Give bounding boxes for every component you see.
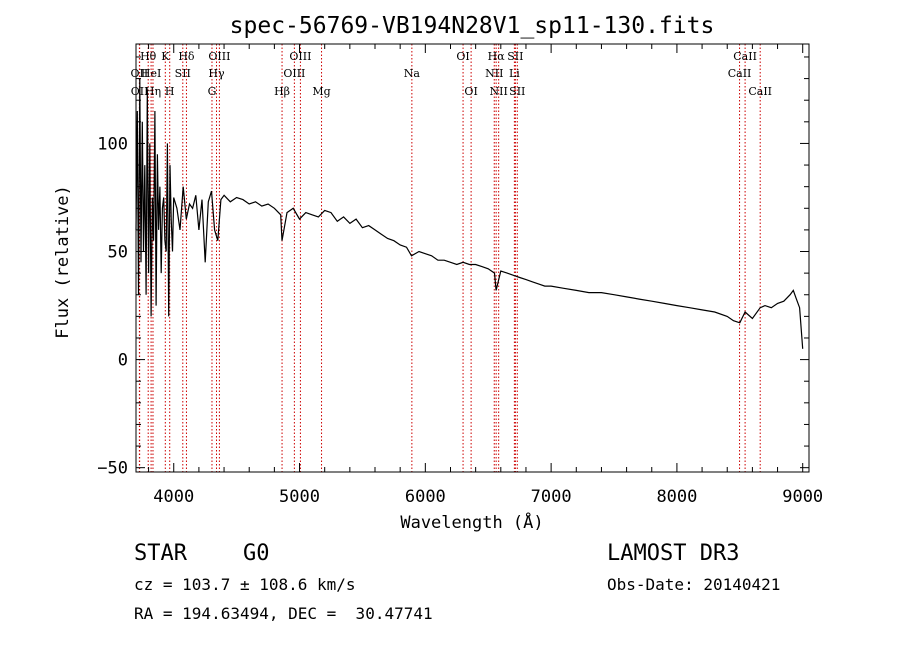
line-label: SII bbox=[175, 67, 191, 80]
y-tick-label: 100 bbox=[97, 134, 128, 154]
x-tick-label: 8000 bbox=[656, 487, 697, 507]
y-tick-label: 0 bbox=[118, 351, 128, 371]
line-label: H bbox=[165, 85, 175, 98]
line-label: SII bbox=[509, 85, 525, 98]
line-label: NII bbox=[490, 85, 508, 98]
line-label: CaII bbox=[728, 67, 752, 80]
y-tick-label: 50 bbox=[108, 243, 128, 263]
line-label: G bbox=[208, 85, 217, 98]
object-class: STAR bbox=[134, 541, 187, 566]
line-label: Hθ bbox=[140, 50, 157, 63]
object-subclass: G0 bbox=[243, 541, 270, 566]
x-tick-label: 5000 bbox=[279, 487, 320, 507]
line-label: CaII bbox=[733, 50, 757, 63]
x-tick-label: 4000 bbox=[153, 487, 194, 507]
x-tick-label: 9000 bbox=[782, 487, 823, 507]
chart-title: spec-56769-VB194N28V1_sp11-130.fits bbox=[230, 13, 715, 39]
y-axis-ticks: −50 0 50 100 bbox=[97, 56, 809, 479]
line-label: OIII bbox=[289, 50, 311, 63]
x-axis-label: Wavelength (Å) bbox=[400, 511, 543, 533]
line-label: NII bbox=[485, 67, 503, 80]
line-label: HeI bbox=[141, 67, 161, 80]
emission-line-markers bbox=[138, 44, 761, 472]
flux-series-line bbox=[135, 78, 804, 349]
y-tick-label: −50 bbox=[97, 459, 128, 479]
obs-date: Obs-Date: 20140421 bbox=[607, 575, 781, 594]
line-label: Li bbox=[509, 67, 520, 80]
x-tick-label: 7000 bbox=[531, 487, 572, 507]
line-label: OI bbox=[456, 50, 469, 63]
line-label: Hδ bbox=[178, 50, 195, 63]
line-label: Hβ bbox=[274, 85, 290, 98]
line-label: K bbox=[161, 50, 170, 63]
plot-frame bbox=[135, 43, 810, 473]
line-label: Mg bbox=[312, 85, 330, 98]
line-label: SII bbox=[507, 50, 523, 63]
y-axis-label: Flux (relative) bbox=[53, 185, 73, 339]
line-label: Hη bbox=[145, 85, 161, 98]
redshift-readout: cz = 103.7 ± 108.6 km/s bbox=[134, 575, 356, 594]
line-label: Hα bbox=[488, 50, 506, 63]
line-label: OIII bbox=[283, 67, 305, 80]
x-axis-ticks: 4000 5000 6000 7000 8000 9000 bbox=[148, 44, 823, 507]
x-tick-label: 6000 bbox=[405, 487, 446, 507]
survey-name: LAMOST DR3 bbox=[607, 541, 740, 566]
line-label: Hγ bbox=[208, 67, 225, 80]
line-label: CaII bbox=[748, 85, 772, 98]
line-label: Na bbox=[404, 67, 421, 80]
line-label: OII bbox=[131, 67, 149, 80]
coordinates-readout: RA = 194.63494, DEC = 30.47741 bbox=[134, 604, 433, 623]
line-label: OI bbox=[464, 85, 477, 98]
line-label: OIII bbox=[208, 50, 230, 63]
